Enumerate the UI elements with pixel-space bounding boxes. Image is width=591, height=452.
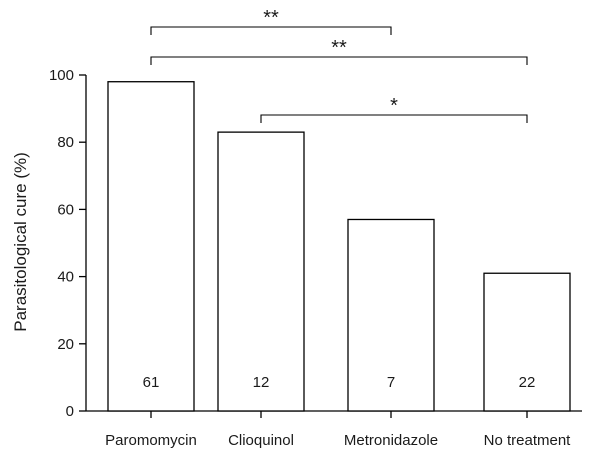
significance-bracket <box>150 26 392 35</box>
bar <box>107 81 195 412</box>
y-tick-label: 20 <box>57 336 74 353</box>
y-tick-label: 80 <box>57 134 74 151</box>
bar <box>217 131 305 412</box>
sample-size-label: 22 <box>519 374 536 391</box>
y-tick-label: 0 <box>66 403 74 420</box>
y-axis-label: Parasitological cure (%) <box>11 152 30 332</box>
y-tick-label: 60 <box>57 201 74 218</box>
significance-bracket <box>260 114 528 123</box>
y-tick-label: 100 <box>49 67 74 84</box>
sample-size-label: 12 <box>253 374 270 391</box>
bar <box>347 218 435 412</box>
significance-label: * <box>390 95 398 117</box>
bar <box>483 272 571 412</box>
plot-area: 0 20 40 60 80 100 Paromomycin 61 Clioquinol 12 Met… <box>49 7 582 449</box>
x-tick-label: Metronidazole <box>344 432 438 449</box>
sample-size-label: 61 <box>143 374 160 391</box>
x-tick-label: Clioquinol <box>228 432 294 449</box>
significance-bracket <box>150 56 528 65</box>
x-tick-label: Paromomycin <box>105 432 197 449</box>
significance-label: ** <box>331 37 347 59</box>
y-tick-label: 40 <box>57 269 74 286</box>
x-tick-label: No treatment <box>484 432 572 449</box>
sample-size-label: 7 <box>387 374 395 391</box>
significance-label: ** <box>263 7 279 29</box>
